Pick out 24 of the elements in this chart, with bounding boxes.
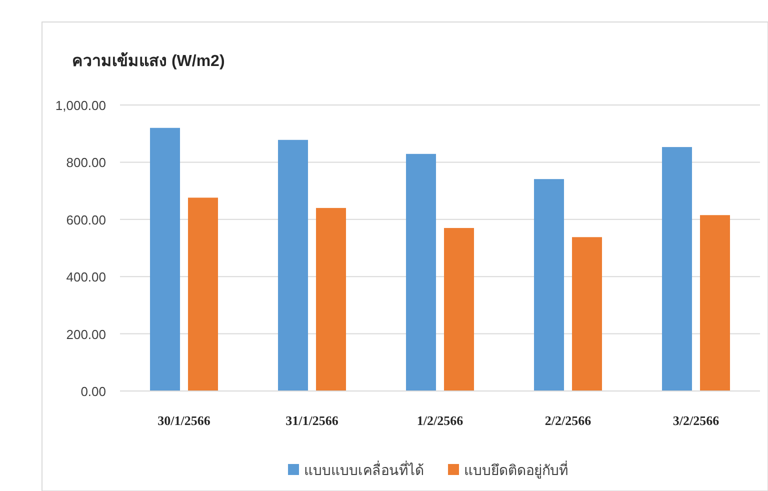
x-tick-label: 31/1/2566: [286, 413, 339, 428]
legend-label: แบบแบบเคลื่อนที่ได้: [304, 461, 424, 478]
bar: [188, 198, 218, 391]
x-tick-label: 2/2/2566: [544, 413, 592, 428]
bar: [700, 215, 730, 391]
x-tick-label: 3/2/2566: [672, 413, 720, 428]
y-tick-label: 400.00: [66, 270, 106, 285]
bar: [572, 237, 602, 391]
y-tick-label: 1,000.00: [55, 98, 106, 113]
y-tick-label: 0.00: [80, 384, 106, 399]
y-tick-label: 800.00: [66, 155, 106, 170]
y-tick-label: 600.00: [66, 212, 106, 228]
bar: [316, 208, 346, 391]
y-tick-label: 200.00: [66, 326, 106, 342]
bar: [278, 140, 308, 391]
bar: [406, 154, 436, 391]
bar: [444, 228, 474, 391]
x-tick-label: 30/1/2566: [158, 413, 211, 428]
x-tick-label: 1/2/2566: [416, 413, 464, 428]
bar: [534, 179, 564, 391]
y-axis-title: ความเข้มแสง (W/m2): [72, 52, 225, 70]
bar: [662, 147, 692, 391]
bar: [150, 128, 180, 391]
legend-label: แบบยึดติดอยู่กับที่: [464, 461, 568, 479]
